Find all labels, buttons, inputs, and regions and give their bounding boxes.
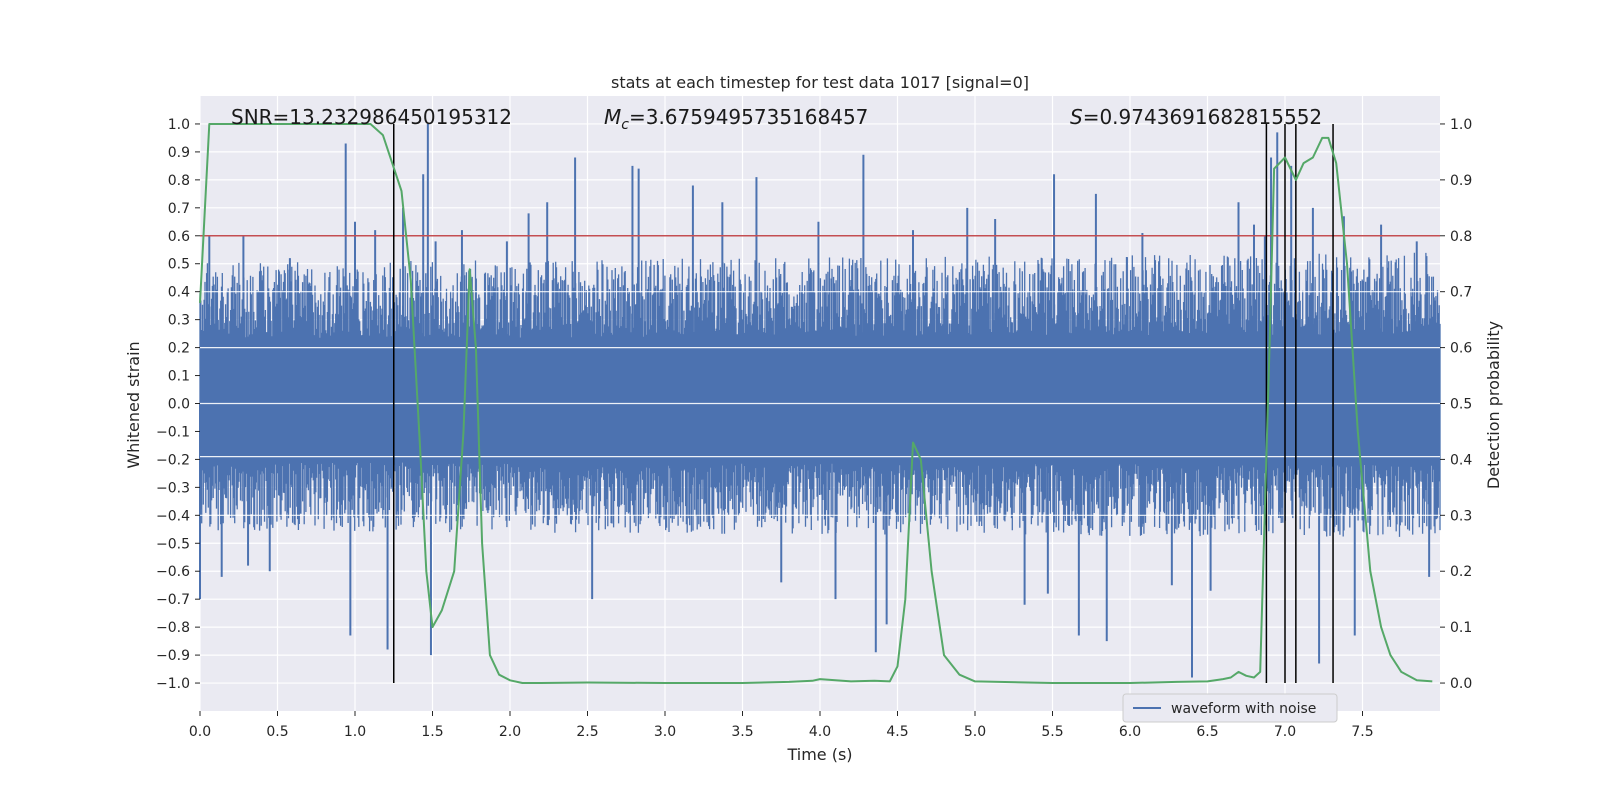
x-tick-label: 7.5 (1351, 724, 1373, 740)
overlays (199, 123, 1440, 684)
y-right-tick-label: 0.3 (1450, 508, 1472, 524)
mc-subscript: c (621, 117, 629, 133)
y-left-tick-label: 0.9 (168, 145, 190, 161)
chart-title: stats at each timestep for test data 101… (611, 73, 1029, 92)
y-right-tick-label: 0.4 (1450, 452, 1472, 468)
y-right-tick-label: 0.1 (1450, 620, 1472, 636)
y-left-tick-label: 0.7 (168, 201, 190, 217)
y-axis-label-left: Whitened strain (124, 341, 143, 468)
x-tick-label: 6.0 (1119, 724, 1141, 740)
y-left-tick-label: −1.0 (156, 676, 190, 692)
x-tick-label: 1.5 (421, 724, 443, 740)
y-left-tick-label: 1.0 (168, 117, 190, 133)
legend: waveform with noise (1122, 693, 1338, 723)
x-tick-label: 0.0 (189, 724, 211, 740)
y-left-tick-label: 0.0 (168, 397, 190, 413)
y-left-tick-label: −0.1 (156, 424, 190, 440)
x-axis-label: Time (s) (786, 745, 852, 764)
y-left-tick-label: −0.9 (156, 648, 190, 664)
y-right-tick-label: 1.0 (1450, 117, 1472, 133)
y-left-tick-label: 0.8 (168, 173, 190, 189)
x-tick-label: 3.5 (731, 724, 753, 740)
mc-annotation: Mc=3.6759495735168457 (604, 105, 868, 133)
x-tick-label: 2.0 (499, 724, 521, 740)
x-tick-label: 4.0 (809, 724, 831, 740)
y-right-tick-label: 0.6 (1450, 341, 1472, 357)
y-right-tick-label: 0.8 (1450, 229, 1472, 245)
y-right-tick-label: 0.2 (1450, 564, 1472, 580)
y-left-tick-label: 0.5 (168, 257, 190, 273)
y-right-tick-label: 0.0 (1450, 676, 1472, 692)
s-value: =0.9743691682815552 (1083, 105, 1322, 129)
x-tick-label: 5.5 (1041, 724, 1063, 740)
waveform-series (199, 123, 1441, 678)
x-tick-label: 3.0 (654, 724, 676, 740)
y-right-tick-label: 0.7 (1450, 285, 1472, 301)
x-tick-label: 7.0 (1274, 724, 1296, 740)
y-left-tick-label: 0.6 (168, 229, 190, 245)
y-right-tick-label: 0.5 (1450, 397, 1472, 413)
y-left-tick-label: −0.6 (156, 564, 190, 580)
legend-box (1122, 693, 1338, 723)
waveform-core-band (200, 347, 1440, 457)
y-right-tick-label: 0.9 (1450, 173, 1472, 189)
x-tick-label: 6.5 (1196, 724, 1218, 740)
x-tick-label: 1.0 (344, 724, 366, 740)
x-tick-label: 5.0 (964, 724, 986, 740)
legend-label: waveform with noise (1171, 701, 1316, 717)
ticks: 0.0 0.5 1.0 1.5 2.0 2.5 3.0 3.5 4.0 4.5 5.0 5.5 6.0 6… (156, 117, 1472, 740)
s-symbol: S (1070, 105, 1083, 129)
x-tick-label: 2.5 (576, 724, 598, 740)
s-annotation: S=0.9743691682815552 (1070, 105, 1322, 129)
y-left-tick-label: −0.2 (156, 452, 190, 468)
detection-probability-line (199, 123, 1433, 684)
y-left-tick-label: −0.5 (156, 536, 190, 552)
y-left-tick-label: −0.4 (156, 508, 190, 524)
y-left-tick-label: 0.3 (168, 313, 190, 329)
y-left-tick-label: −0.8 (156, 620, 190, 636)
y-left-tick-label: −0.3 (156, 480, 190, 496)
snr-annotation: SNR=13.232986450195312 (231, 105, 512, 129)
mc-symbol: M (604, 105, 621, 129)
y-left-tick-label: 0.1 (168, 369, 190, 385)
mc-value: =3.6759495735168457 (629, 105, 868, 129)
x-tick-label: 4.5 (886, 724, 908, 740)
y-axis-label-right: Detection probability (1484, 321, 1503, 489)
x-tick-label: 0.5 (266, 724, 288, 740)
y-left-tick-label: 0.4 (168, 285, 190, 301)
y-left-tick-label: 0.2 (168, 341, 190, 357)
y-left-tick-label: −0.7 (156, 592, 190, 608)
